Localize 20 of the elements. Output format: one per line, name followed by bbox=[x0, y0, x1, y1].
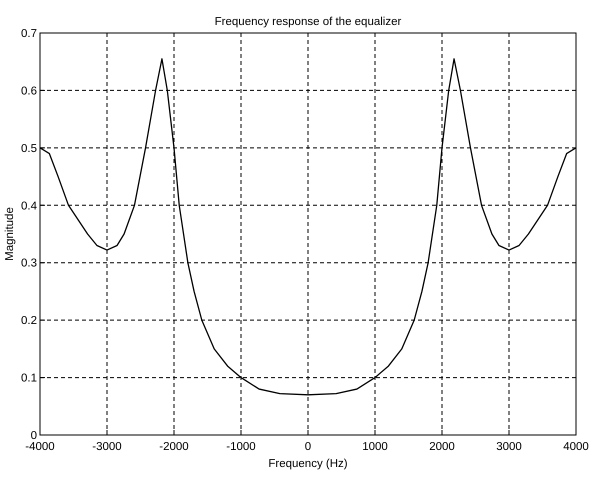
y-tick-label: 0.6 bbox=[21, 85, 37, 98]
chart-title: Frequency response of the equalizer bbox=[214, 16, 402, 28]
x-tick-label: 3000 bbox=[496, 441, 522, 453]
y-tick-label: 0.4 bbox=[21, 200, 38, 212]
x-tick-label: -3000 bbox=[92, 441, 122, 453]
x-tick-label: 2000 bbox=[429, 441, 455, 453]
y-tick-label: 0.2 bbox=[21, 315, 37, 328]
x-tick-label: 1000 bbox=[362, 441, 388, 453]
x-tick-label: 4000 bbox=[563, 441, 589, 453]
x-tick-label: -2000 bbox=[159, 441, 189, 453]
y-tick-label: 0.7 bbox=[21, 28, 37, 40]
x-axis-title: Frequency (Hz) bbox=[268, 458, 348, 470]
x-tick-label: -1000 bbox=[226, 441, 256, 453]
y-tick-label: 0.1 bbox=[21, 372, 37, 385]
y-tick-label: 0.5 bbox=[21, 142, 37, 155]
x-tick-label: -4000 bbox=[25, 441, 55, 453]
y-tick-label: 0.3 bbox=[21, 258, 37, 270]
y-tick-label: 0 bbox=[30, 430, 37, 442]
y-axis-title: Magnitude bbox=[4, 207, 16, 261]
x-tick-label: 0 bbox=[304, 441, 312, 453]
